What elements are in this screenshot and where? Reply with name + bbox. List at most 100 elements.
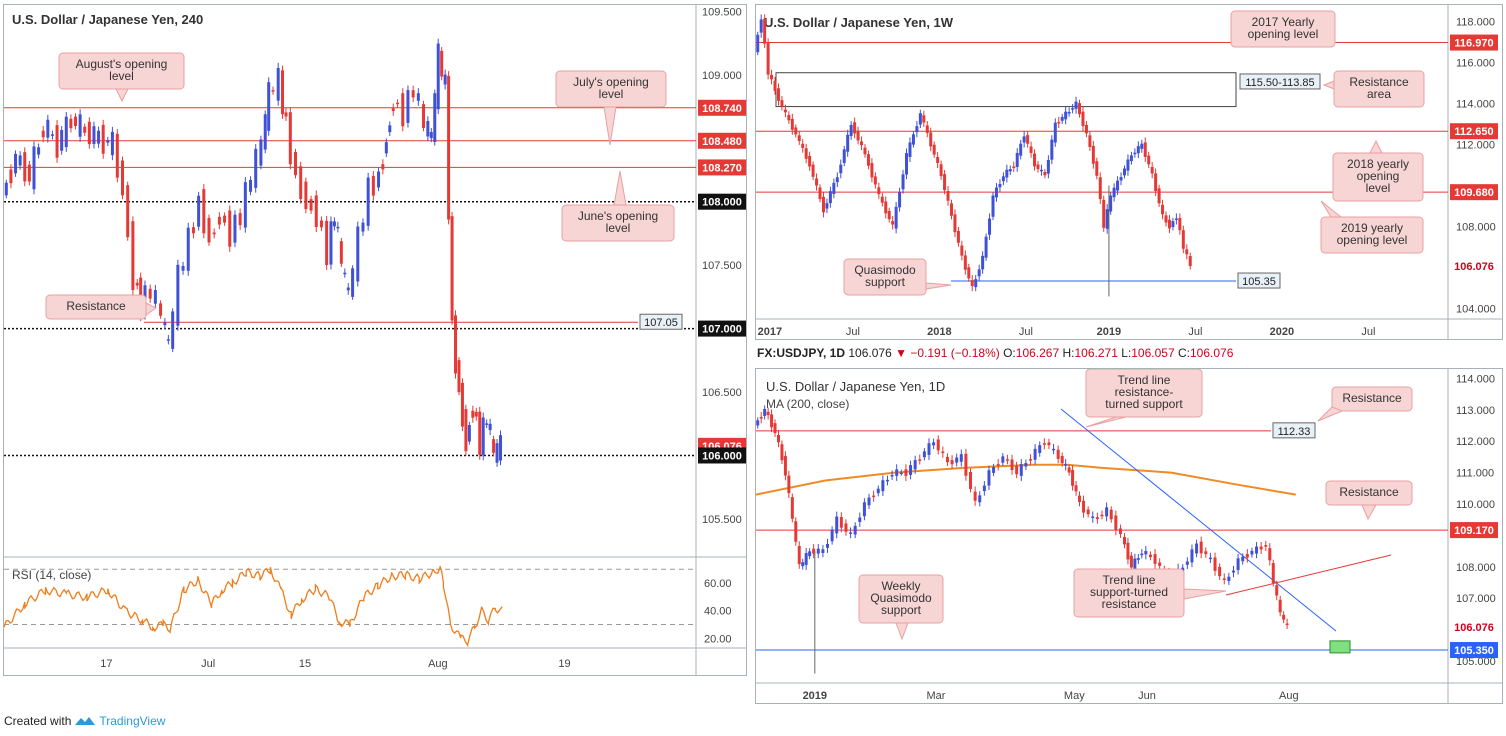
price-candle bbox=[1188, 256, 1192, 267]
price-candle bbox=[988, 218, 992, 235]
price-candle bbox=[949, 203, 953, 216]
price-candle bbox=[939, 164, 943, 177]
price-candle bbox=[973, 491, 977, 501]
june-opening-level-label-text: June's opening bbox=[578, 209, 658, 223]
price-candle bbox=[191, 227, 195, 234]
price-candle bbox=[849, 124, 853, 136]
resistance-value-box bbox=[1272, 422, 1316, 439]
trendline-resistance-turned-support-label-text: Trend line bbox=[1118, 373, 1171, 387]
price-candle bbox=[1078, 495, 1082, 502]
rsi-tick-label: 20.00 bbox=[704, 633, 732, 645]
price-candle bbox=[69, 118, 73, 129]
resistance-label-text: Resistance bbox=[66, 299, 126, 313]
price-candle bbox=[97, 130, 101, 144]
price-candle bbox=[756, 34, 760, 53]
resistance-value-box bbox=[639, 313, 683, 330]
resistance-value: 112.33 bbox=[1278, 426, 1311, 438]
price-candle bbox=[1060, 455, 1064, 464]
price-candle bbox=[922, 451, 926, 458]
price-candle bbox=[299, 166, 303, 200]
price-candle bbox=[329, 221, 333, 265]
price-candle bbox=[1204, 551, 1208, 555]
price-candle bbox=[967, 267, 971, 279]
price-candle bbox=[131, 221, 135, 291]
price-tag: 106.076 bbox=[1454, 261, 1494, 273]
price-candle bbox=[1042, 443, 1046, 445]
symbol-info-line: FX:USDJPY, 1D 106.076 ▼ −0.191 (−0.18%) … bbox=[757, 346, 1233, 360]
price-tag-bg bbox=[1450, 258, 1498, 275]
price-candle bbox=[1231, 570, 1235, 573]
price-candle bbox=[936, 156, 940, 163]
price-candle bbox=[1071, 108, 1075, 110]
price-tag-bg bbox=[1450, 619, 1498, 636]
chart-daily-svg[interactable]: U.S. Dollar / Japanese Yen, 1D MA (200, c… bbox=[756, 369, 1503, 704]
price-candle bbox=[991, 195, 995, 217]
price-candle bbox=[853, 525, 857, 535]
price-candle bbox=[780, 100, 784, 107]
x-tick-label: May bbox=[1064, 690, 1085, 702]
price-candle bbox=[1245, 554, 1249, 558]
price-candle bbox=[343, 272, 347, 275]
price-candle bbox=[863, 147, 867, 155]
price-candle bbox=[233, 214, 237, 243]
price-candle bbox=[271, 90, 275, 92]
price-candle bbox=[228, 210, 232, 247]
price-candle bbox=[288, 112, 292, 165]
price-candle bbox=[969, 471, 973, 489]
y-tick-label: 104.000 bbox=[1456, 304, 1496, 316]
support-value-box bbox=[1237, 272, 1281, 289]
close-label: C: bbox=[1177, 346, 1190, 360]
y-tick-label: 107.500 bbox=[702, 260, 742, 272]
trendline-resistance-turned-support-label-text: turned support bbox=[1105, 397, 1183, 411]
price-candle bbox=[1001, 176, 1005, 182]
price-candle bbox=[1005, 169, 1009, 178]
price-candle bbox=[763, 18, 767, 44]
price-tag: 105.350 bbox=[1454, 645, 1494, 657]
tradingview-brand[interactable]: TradingView bbox=[99, 714, 166, 728]
chart-panel-4h[interactable]: U.S. Dollar / Japanese Yen, 240 109.500 10… bbox=[3, 4, 747, 676]
price-candle bbox=[1143, 142, 1147, 157]
price-candle bbox=[314, 195, 318, 228]
price-candle bbox=[1119, 177, 1123, 181]
resistance-area-label-text: area bbox=[1367, 87, 1391, 101]
price-candle bbox=[1012, 166, 1016, 169]
resistance-label-top-box bbox=[1331, 386, 1413, 412]
price-candle bbox=[1171, 221, 1175, 228]
chart-4h-svg[interactable]: U.S. Dollar / Japanese Yen, 240 109.500 10… bbox=[4, 5, 747, 676]
price-candle bbox=[1148, 554, 1152, 558]
price-candle bbox=[492, 439, 496, 453]
price-candle bbox=[898, 192, 902, 208]
y-tick-label: 112.000 bbox=[1456, 436, 1495, 448]
price-candle bbox=[816, 548, 820, 554]
price-candle bbox=[64, 116, 68, 148]
price-tag-bg bbox=[698, 159, 746, 176]
price-candle bbox=[1098, 177, 1102, 200]
price-candle bbox=[436, 43, 440, 110]
price-candle bbox=[1091, 516, 1095, 518]
price-candle bbox=[1259, 546, 1263, 550]
price-candle bbox=[1033, 153, 1037, 167]
price-candle bbox=[27, 164, 31, 182]
price-candle bbox=[1008, 169, 1012, 172]
chart-panel-weekly[interactable]: U.S. Dollar / Japanese Yen, 1W 118.000 116… bbox=[755, 4, 1503, 340]
price-tag: 109.680 bbox=[1454, 187, 1494, 199]
x-tick-label: Aug bbox=[1279, 690, 1299, 702]
price-candle bbox=[794, 521, 798, 542]
price-candle bbox=[835, 516, 839, 534]
price-candle bbox=[181, 265, 185, 271]
trendline-support-turned-resistance-label-pointer bbox=[1183, 588, 1227, 600]
price-candle bbox=[1140, 553, 1144, 556]
ma-200-line bbox=[756, 463, 1296, 496]
price-candle bbox=[391, 108, 395, 112]
price-candle bbox=[1122, 168, 1126, 176]
low-value: 106.057 bbox=[1131, 346, 1175, 360]
weekly-quasimodo-support-label-pointer bbox=[895, 622, 909, 641]
price-candle bbox=[1126, 159, 1130, 171]
chart-weekly-svg[interactable]: U.S. Dollar / Japanese Yen, 1W 118.000 116… bbox=[756, 5, 1503, 340]
chart-panel-daily[interactable]: U.S. Dollar / Japanese Yen, 1D MA (200, c… bbox=[755, 368, 1503, 704]
price-candle bbox=[1109, 195, 1113, 212]
trendline-support-turned-resistance-label-text: resistance bbox=[1102, 597, 1157, 611]
price-candle bbox=[74, 116, 78, 126]
price-candle bbox=[959, 454, 963, 462]
price-candle bbox=[1019, 464, 1023, 476]
